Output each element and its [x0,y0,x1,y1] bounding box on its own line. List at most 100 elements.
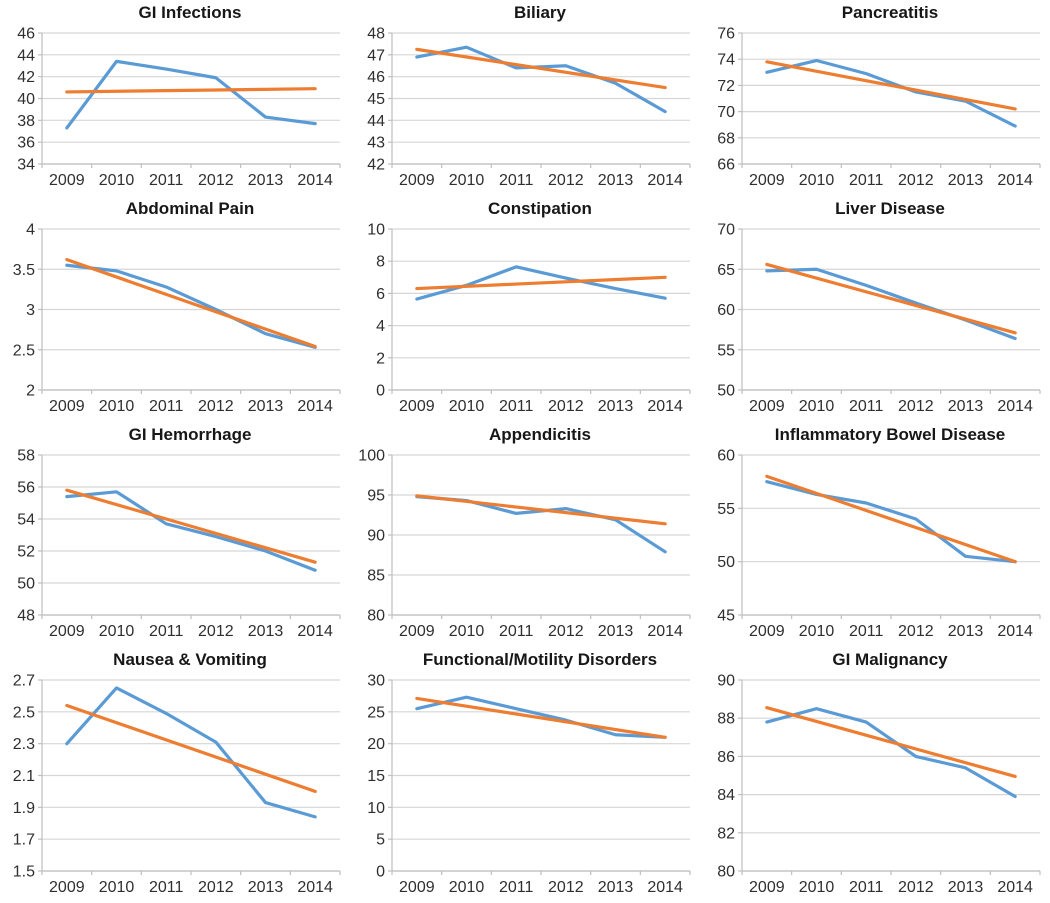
y-tick-label: 60 [717,448,735,465]
y-tick-label: 8 [376,254,385,271]
chart-liver-disease: Liver Disease 50 55 60 65 70 2009 2010 2011 2012… [700,196,1050,422]
y-tick-label: 50 [717,383,735,400]
x-tick-label: 2009 [399,398,435,415]
x-tick-label: 2013 [948,172,984,189]
x-tick-label: 2013 [248,172,284,189]
y-tick-label: 54 [17,512,35,529]
y-tick-label: 58 [17,448,35,465]
chart-gi-hemorrhage: GI Hemorrhage 48 50 52 54 56 58 2009 2010 2011 20… [0,422,350,647]
y-tick-label: 52 [17,544,35,561]
y-tick-label: 70 [717,222,735,239]
data-series-line [765,707,1017,799]
x-tick-label: 2010 [449,879,485,896]
chart-title-functional-motility-disorders: Functional/Motility Disorders [422,650,658,669]
x-tick-label: 2012 [898,623,934,640]
line-plot-gi-malignancy: 80 82 84 86 88 90 2009 2010 2011 2012 2013 2014 [717,673,1041,896]
y-tick-label: 84 [717,787,735,804]
y-tick-label: 90 [717,673,735,690]
x-tick-label: 2013 [598,623,634,640]
y-tick-label: 42 [17,69,35,86]
y-tick-label: 60 [717,302,735,319]
x-tick-label: 2013 [598,879,634,896]
x-tick-label: 2012 [198,623,234,640]
chart-title-inflammatory-bowel-disease: Inflammatory Bowel Disease [774,425,1006,444]
chart-title-gi-malignancy: GI Malignancy [832,650,948,669]
x-tick-label: 2011 [149,172,184,189]
x-tick-label: 2013 [598,172,634,189]
y-tick-label: 90 [367,528,385,545]
x-tick-label: 2012 [198,172,234,189]
y-tick-label: 80 [717,864,735,881]
trend-line [765,262,1017,335]
x-tick-label: 2010 [799,623,835,640]
data-series-line [415,45,667,114]
x-tick-label: 2010 [449,172,485,189]
x-tick-label: 2014 [297,172,333,189]
x-tick-label: 2012 [898,398,934,415]
line-plot-biliary: 42 43 44 45 46 47 48 2009 2010 2011 2012 2013 2014 [367,26,691,189]
trend-line [415,275,667,291]
x-tick-label: 2014 [997,879,1033,896]
chart-gi-infections: GI Infections 34 36 38 40 42 44 46 2009 2010 2011… [0,0,350,196]
y-tick-label: 80 [367,608,385,625]
y-tick-label: 86 [717,749,735,766]
x-tick-label: 2013 [598,398,634,415]
trend-line [65,703,317,794]
y-tick-label: 44 [367,113,385,130]
y-tick-label: 82 [717,825,735,842]
chart-title-constipation: Constipation [488,199,592,218]
y-tick-label: 72 [717,78,735,95]
x-tick-label: 2011 [149,623,184,640]
line-plot-liver-disease: 50 55 60 65 70 2009 2010 2011 2012 2013 2014 [717,222,1041,415]
chart-inflammatory-bowel-disease: Inflammatory Bowel Disease 45 50 55 60 2009 2… [700,422,1050,647]
x-tick-label: 2014 [647,879,683,896]
x-tick-label: 2011 [849,879,884,896]
x-tick-label: 2010 [99,398,135,415]
y-tick-label: 85 [367,568,385,585]
chart-appendicitis: Appendicitis 80 85 90 95 100 2009 2010 2011 2012… [350,422,700,647]
x-tick-label: 2009 [399,623,435,640]
x-tick-label: 2013 [948,879,984,896]
y-tick-label: 48 [17,608,35,625]
y-tick-label: 50 [717,554,735,571]
x-tick-label: 2011 [149,879,184,896]
y-tick-label: 38 [17,113,35,130]
y-tick-label: 88 [717,711,735,728]
trend-line [765,60,1017,111]
y-tick-label: 2.7 [13,673,35,690]
y-tick-label: 43 [367,135,385,152]
y-tick-label: 15 [367,768,385,785]
x-tick-label: 2010 [449,398,485,415]
trend-line [415,47,667,90]
y-tick-label: 48 [367,26,385,43]
y-tick-label: 46 [367,69,385,86]
trend-line [65,257,317,349]
x-tick-label: 2010 [99,623,135,640]
chart-title-appendicitis: Appendicitis [488,425,591,444]
y-tick-label: 20 [367,736,385,753]
x-tick-label: 2009 [49,172,85,189]
x-tick-label: 2009 [399,879,435,896]
y-tick-label: 4 [376,318,385,335]
x-tick-label: 2014 [647,172,683,189]
chart-nausea-vomiting: Nausea & Vomiting 1.5 1.7 1.9 2.1 2.3 2.5 2.7 2… [0,647,350,903]
chart-abdominal-pain: Abdominal Pain 2 2.5 3 3.5 4 2009 2010 2011 2012… [0,196,350,422]
y-tick-label: 56 [17,480,35,497]
chart-functional-motility-disorders: Functional/Motility Disorders 0 5 10 15 20 25… [350,647,700,903]
x-tick-label: 2012 [898,879,934,896]
y-tick-label: 50 [17,576,35,593]
y-tick-label: 45 [717,608,735,625]
line-plot-gi-infections: 34 36 38 40 42 44 46 2009 2010 2011 2012 2013 2014 [17,26,341,189]
y-tick-label: 66 [717,157,735,174]
y-tick-label: 68 [717,130,735,147]
y-tick-label: 1.7 [13,832,35,849]
x-tick-label: 2011 [499,879,534,896]
y-tick-label: 40 [17,91,35,108]
y-tick-label: 45 [367,91,385,108]
chart-constipation: Constipation 0 2 4 6 8 10 2009 2010 2011 2012 2013… [350,196,700,422]
x-tick-label: 2011 [499,172,534,189]
line-plot-abdominal-pain: 2 2.5 3 3.5 4 2009 2010 2011 2012 2013 2014 [13,222,341,415]
chart-title-gi-hemorrhage: GI Hemorrhage [128,425,252,444]
y-tick-label: 44 [17,47,35,64]
